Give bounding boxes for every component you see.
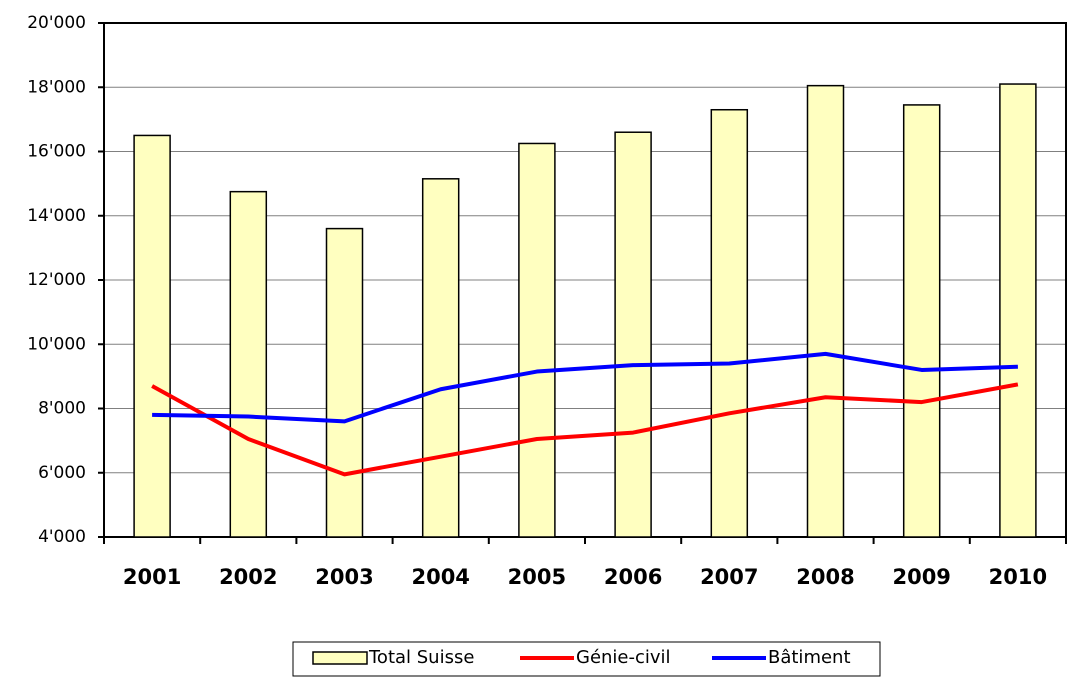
y-tick-label: 18'000 [27,77,86,97]
y-tick-label: 16'000 [27,142,86,162]
x-tick-label: 2008 [796,565,854,589]
legend-label: Total Suisse [368,647,474,668]
x-tick-label: 2005 [508,565,566,589]
legend-box [292,641,881,677]
y-tick-label: 20'000 [27,13,86,33]
bar [614,131,652,538]
bar [133,134,171,538]
x-tick-label: 2004 [411,565,469,589]
bar [710,108,749,538]
x-tick-label: 2001 [123,565,181,589]
bar [421,178,460,538]
line [152,351,1018,424]
bar [229,190,268,538]
y-tick-label: 8'000 [38,399,86,419]
legend-label: Bâtiment [768,647,851,668]
y-tick-label: 10'000 [27,334,86,354]
bar [806,84,845,538]
x-tick-label: 2002 [219,565,277,589]
y-tick-label: 6'000 [38,463,86,483]
x-tick-label: 2009 [892,565,950,589]
bar [325,227,364,538]
x-tick-label: 2010 [989,565,1047,589]
line [151,382,1019,477]
x-tick-label: 2006 [604,565,662,589]
bar [902,104,941,538]
bar [518,142,556,538]
bar [999,83,1037,538]
legend-swatch [312,651,368,665]
y-tick-label: 4'000 [38,527,86,547]
x-tick-label: 2007 [700,565,758,589]
y-tick-label: 12'000 [27,270,86,290]
legend-label: Génie-civil [576,647,671,668]
x-tick-label: 2003 [315,565,373,589]
y-tick-label: 14'000 [27,206,86,226]
